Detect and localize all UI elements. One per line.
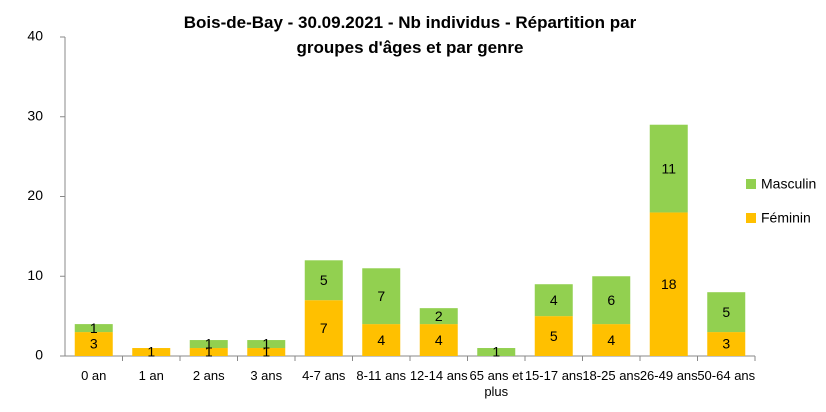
bar-segment	[74, 332, 113, 356]
bar-segment	[304, 260, 343, 301]
bar-segment	[247, 340, 286, 349]
x-tick-label: 26-49 ans	[639, 368, 698, 383]
bar-segment	[707, 332, 746, 356]
bar-segment	[247, 348, 286, 356]
data-label: 1	[262, 336, 270, 352]
data-label: 4	[435, 332, 443, 348]
legend-label: Féminin	[761, 210, 811, 226]
x-tick-label: 65 ans et plus	[469, 368, 524, 399]
data-label: 7	[377, 288, 385, 304]
data-label: 6	[607, 292, 615, 308]
bar-segment	[534, 316, 573, 356]
x-tick-label: 1 an	[138, 368, 164, 383]
bar-segment	[477, 348, 516, 356]
data-label: 5	[722, 304, 730, 320]
x-tick-label: 2 ans	[192, 368, 225, 383]
bar-segment	[132, 348, 171, 356]
bar-segment	[649, 124, 688, 213]
bar-segment	[592, 324, 631, 356]
data-label: 4	[607, 332, 615, 348]
bar-segment	[592, 276, 631, 325]
data-label: 7	[320, 320, 328, 336]
data-label: 1	[492, 344, 500, 360]
y-tick-label: 30	[27, 107, 43, 123]
x-tick-label: 8-11 ans	[356, 368, 407, 383]
y-tick-label: 20	[27, 187, 43, 203]
bar-segment	[189, 348, 228, 356]
y-tick-label: 10	[27, 267, 43, 283]
data-label: 1	[147, 344, 155, 360]
data-label: 5	[550, 328, 558, 344]
data-label: 11	[661, 160, 676, 176]
bar-segment	[189, 340, 228, 349]
bar-segment	[362, 268, 401, 325]
legend-label: Masculin	[761, 176, 816, 192]
bar-segment	[707, 292, 746, 333]
data-label: 1	[205, 336, 213, 352]
x-tick-label: 4-7 ans	[302, 368, 346, 383]
x-tick-label: 0 an	[81, 368, 107, 383]
y-tick-label: 0	[35, 347, 43, 363]
data-label: 2	[435, 308, 443, 324]
data-label: 3	[722, 336, 730, 352]
bar-segment	[304, 300, 343, 356]
legend-swatch	[746, 179, 756, 189]
bar-segment	[419, 324, 458, 356]
data-label: 4	[377, 332, 385, 348]
bar-segment	[419, 308, 458, 325]
data-label: 4	[550, 292, 558, 308]
bar-segment	[649, 212, 688, 356]
data-label: 5	[320, 272, 328, 288]
bar-segment	[534, 284, 573, 317]
x-tick-label: 3 ans	[250, 368, 283, 383]
y-tick-label: 40	[27, 28, 43, 44]
x-tick-label: 15-17 ans	[524, 368, 583, 383]
legend-swatch	[746, 213, 756, 223]
data-label: 1	[262, 344, 270, 360]
x-tick-label: 50-64 ans	[697, 368, 756, 383]
bar-segment	[362, 324, 401, 356]
data-label: 18	[661, 276, 677, 292]
data-label: 3	[90, 336, 98, 352]
bar-segment	[74, 324, 113, 333]
chart-title: Bois-de-Bay - 30.09.2021 - Nb individus …	[183, 13, 637, 57]
x-tick-label: 12-14 ans	[409, 368, 468, 383]
data-label: 1	[90, 320, 98, 336]
x-tick-label: 18-25 ans	[582, 368, 641, 383]
data-label: 1	[205, 344, 213, 360]
